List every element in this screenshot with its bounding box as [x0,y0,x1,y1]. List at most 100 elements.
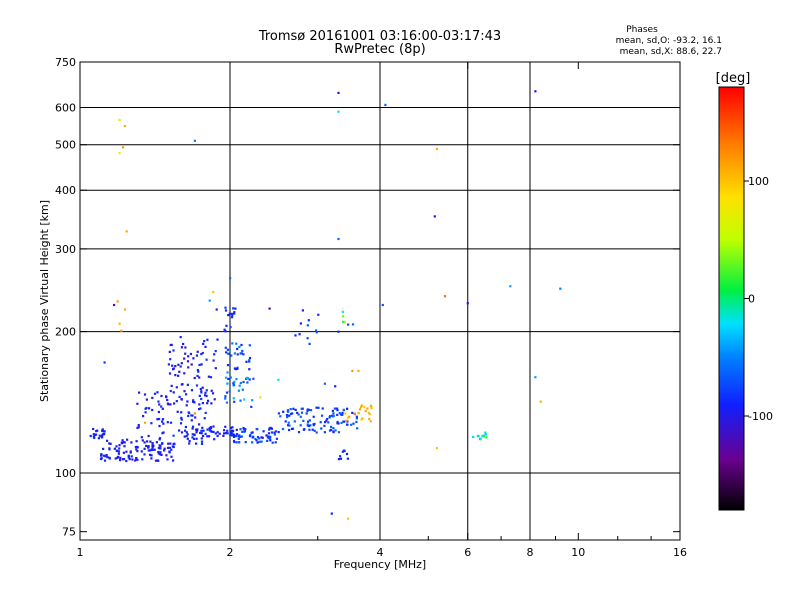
y-axis-label: Stationary phase Virtual Height [km] [38,200,51,402]
data-point [435,147,438,150]
data-point [214,367,217,370]
data-point [136,446,139,449]
y-tick-label: 100 [55,467,76,480]
data-point [100,454,103,457]
data-point [281,427,285,431]
data-point [92,433,95,436]
data-point [241,430,244,433]
data-point [339,455,342,458]
data-point [301,309,304,312]
data-point [289,408,292,411]
data-point [351,369,354,372]
data-point [212,425,215,428]
data-point [151,442,154,445]
data-point [147,434,150,438]
data-point [145,398,148,401]
data-point [256,441,259,444]
data-point [187,366,190,369]
data-point [136,426,139,429]
data-point [226,371,229,374]
data-point [355,415,358,418]
data-point [309,424,312,427]
data-point [313,429,316,432]
data-point [229,426,232,430]
data-point [308,342,311,345]
data-point [118,447,121,450]
data-point [161,420,164,423]
data-point [337,431,340,434]
data-point [137,426,140,429]
data-point [154,459,158,462]
data-point [484,431,487,434]
data-point [231,434,234,437]
data-point [288,424,291,427]
data-point [242,380,245,384]
data-point [203,340,206,343]
data-point [236,347,239,351]
data-point [206,428,209,431]
data-point [254,437,257,441]
data-point [170,343,173,346]
data-point [224,330,227,333]
colorbar-tick-label: 0 [748,293,755,306]
data-point [323,424,326,427]
data-point [95,430,98,433]
data-point [328,416,331,419]
data-point [180,418,183,421]
data-point [348,415,351,418]
data-point [143,421,147,424]
data-point [204,411,207,414]
data-point [243,430,246,433]
data-point [236,353,239,356]
data-point [116,300,119,303]
data-point [287,421,290,424]
data-point [226,364,230,367]
data-point [200,363,203,366]
data-point [184,425,187,429]
data-point [330,512,333,515]
data-point [204,432,207,435]
data-point [198,394,201,397]
data-point [216,338,219,341]
data-point [120,441,123,444]
data-point [168,450,171,453]
data-point [135,457,138,460]
data-point [118,322,121,325]
data-point [203,417,206,420]
data-point [122,146,125,149]
data-point [191,414,194,417]
data-point [210,430,213,433]
data-point [157,447,160,450]
data-point [269,435,272,438]
data-point [153,392,157,395]
data-point [160,405,163,408]
data-point [259,396,262,399]
data-point [102,447,105,450]
data-point [251,441,254,444]
data-point [344,412,347,415]
data-point [229,432,232,435]
data-point [183,372,186,375]
data-point [302,428,305,431]
data-point [191,425,195,428]
data-point [353,412,356,415]
data-point [188,442,191,445]
data-point [169,389,172,393]
data-point [293,420,296,423]
data-point [239,428,242,431]
data-point [326,418,329,421]
data-point [337,237,340,241]
data-point [181,383,184,386]
data-point [271,441,274,444]
data-point [136,402,139,405]
data-point [346,423,349,426]
data-point [106,456,109,459]
data-point [347,323,350,326]
data-point [209,376,213,379]
data-point [279,415,282,418]
data-point [228,312,231,315]
data-point [200,353,203,356]
data-point [192,357,195,360]
data-point [178,395,181,398]
data-point [190,363,193,366]
